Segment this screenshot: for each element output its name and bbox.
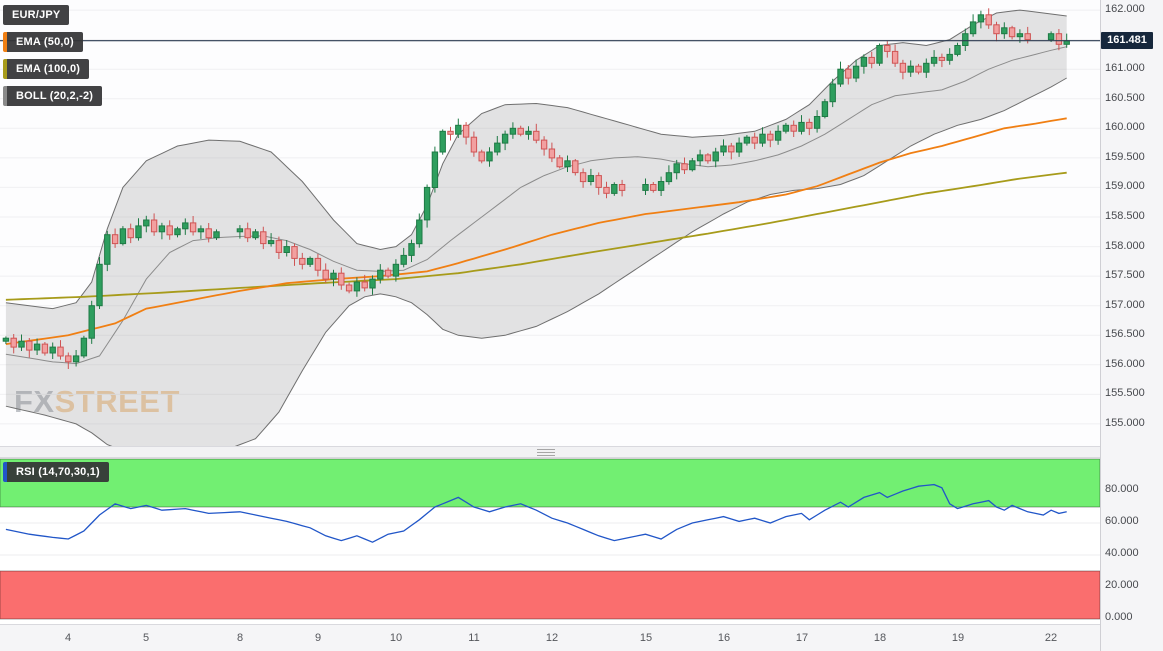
rsi-tick-label: 60.000: [1105, 515, 1139, 527]
price-tick-label: 159.500: [1105, 151, 1145, 163]
time-tick-label: 10: [389, 632, 403, 644]
price-tick-label: 159.000: [1105, 180, 1145, 192]
ema50-badge: EMA (50,0): [3, 32, 83, 52]
main-price-panel: FXSTREET EUR/JPY EMA (50,0) EMA (100,0) …: [0, 0, 1100, 447]
price-tick-label: 158.500: [1105, 210, 1145, 222]
price-tick-label: 161.000: [1105, 62, 1145, 74]
rsi-panel: RSI (14,70,30,1): [0, 457, 1100, 625]
price-axis[interactable]: 161.481 162.000161.500161.000160.500160.…: [1100, 0, 1163, 651]
price-tick-label: 157.000: [1105, 299, 1145, 311]
time-tick-label: 11: [468, 632, 480, 644]
price-tick-label: 162.000: [1105, 3, 1145, 15]
rsi-chart-canvas[interactable]: [0, 458, 1100, 625]
time-tick-label: 5: [142, 632, 150, 644]
symbol-badge: EUR/JPY: [3, 5, 70, 25]
main-chart-canvas[interactable]: [0, 0, 1100, 446]
price-tick-label: 156.000: [1105, 358, 1145, 370]
time-tick-label: 17: [795, 632, 809, 644]
time-tick-label: 18: [873, 632, 887, 644]
panel-divider: [0, 447, 1100, 457]
boll-badge: BOLL (20,2,-2): [3, 86, 103, 106]
rsi-legend: RSI (14,70,30,1): [3, 462, 109, 489]
ema100-badge: EMA (100,0): [3, 59, 90, 79]
time-tick-label: 12: [545, 632, 559, 644]
rsi-badge: RSI (14,70,30,1): [3, 462, 109, 482]
time-tick-label: 8: [236, 632, 244, 644]
indicator-legend: EUR/JPY EMA (50,0) EMA (100,0) BOLL (20,…: [3, 5, 103, 113]
time-tick-label: 19: [951, 632, 965, 644]
time-axis[interactable]: 4 5 8 9 10 11 12 15 16 17 18 19 22: [0, 625, 1100, 651]
time-tick-label: 16: [717, 632, 731, 644]
panel-resize-handle-icon[interactable]: [537, 449, 555, 456]
price-tick-label: 156.500: [1105, 328, 1145, 340]
last-price-badge: 161.481: [1101, 32, 1153, 49]
rsi-tick-label: 20.000: [1105, 579, 1139, 591]
rsi-tick-label: 0.000: [1105, 611, 1133, 623]
time-tick-label: 22: [1044, 632, 1058, 644]
rsi-tick-label: 40.000: [1105, 547, 1139, 559]
fxstreet-watermark: FXSTREET: [14, 384, 180, 420]
time-tick-label: 9: [314, 632, 322, 644]
time-tick-label: 4: [64, 632, 72, 644]
price-tick-label: 160.000: [1105, 121, 1145, 133]
price-tick-label: 155.000: [1105, 417, 1145, 429]
rsi-tick-label: 80.000: [1105, 483, 1139, 495]
price-tick-label: 157.500: [1105, 269, 1145, 281]
time-tick-label: 15: [639, 632, 653, 644]
price-tick-label: 160.500: [1105, 92, 1145, 104]
price-tick-label: 155.500: [1105, 387, 1145, 399]
watermark-fx-text: FX: [14, 384, 55, 419]
price-tick-label: 158.000: [1105, 240, 1145, 252]
watermark-street-text: STREET: [55, 384, 180, 419]
